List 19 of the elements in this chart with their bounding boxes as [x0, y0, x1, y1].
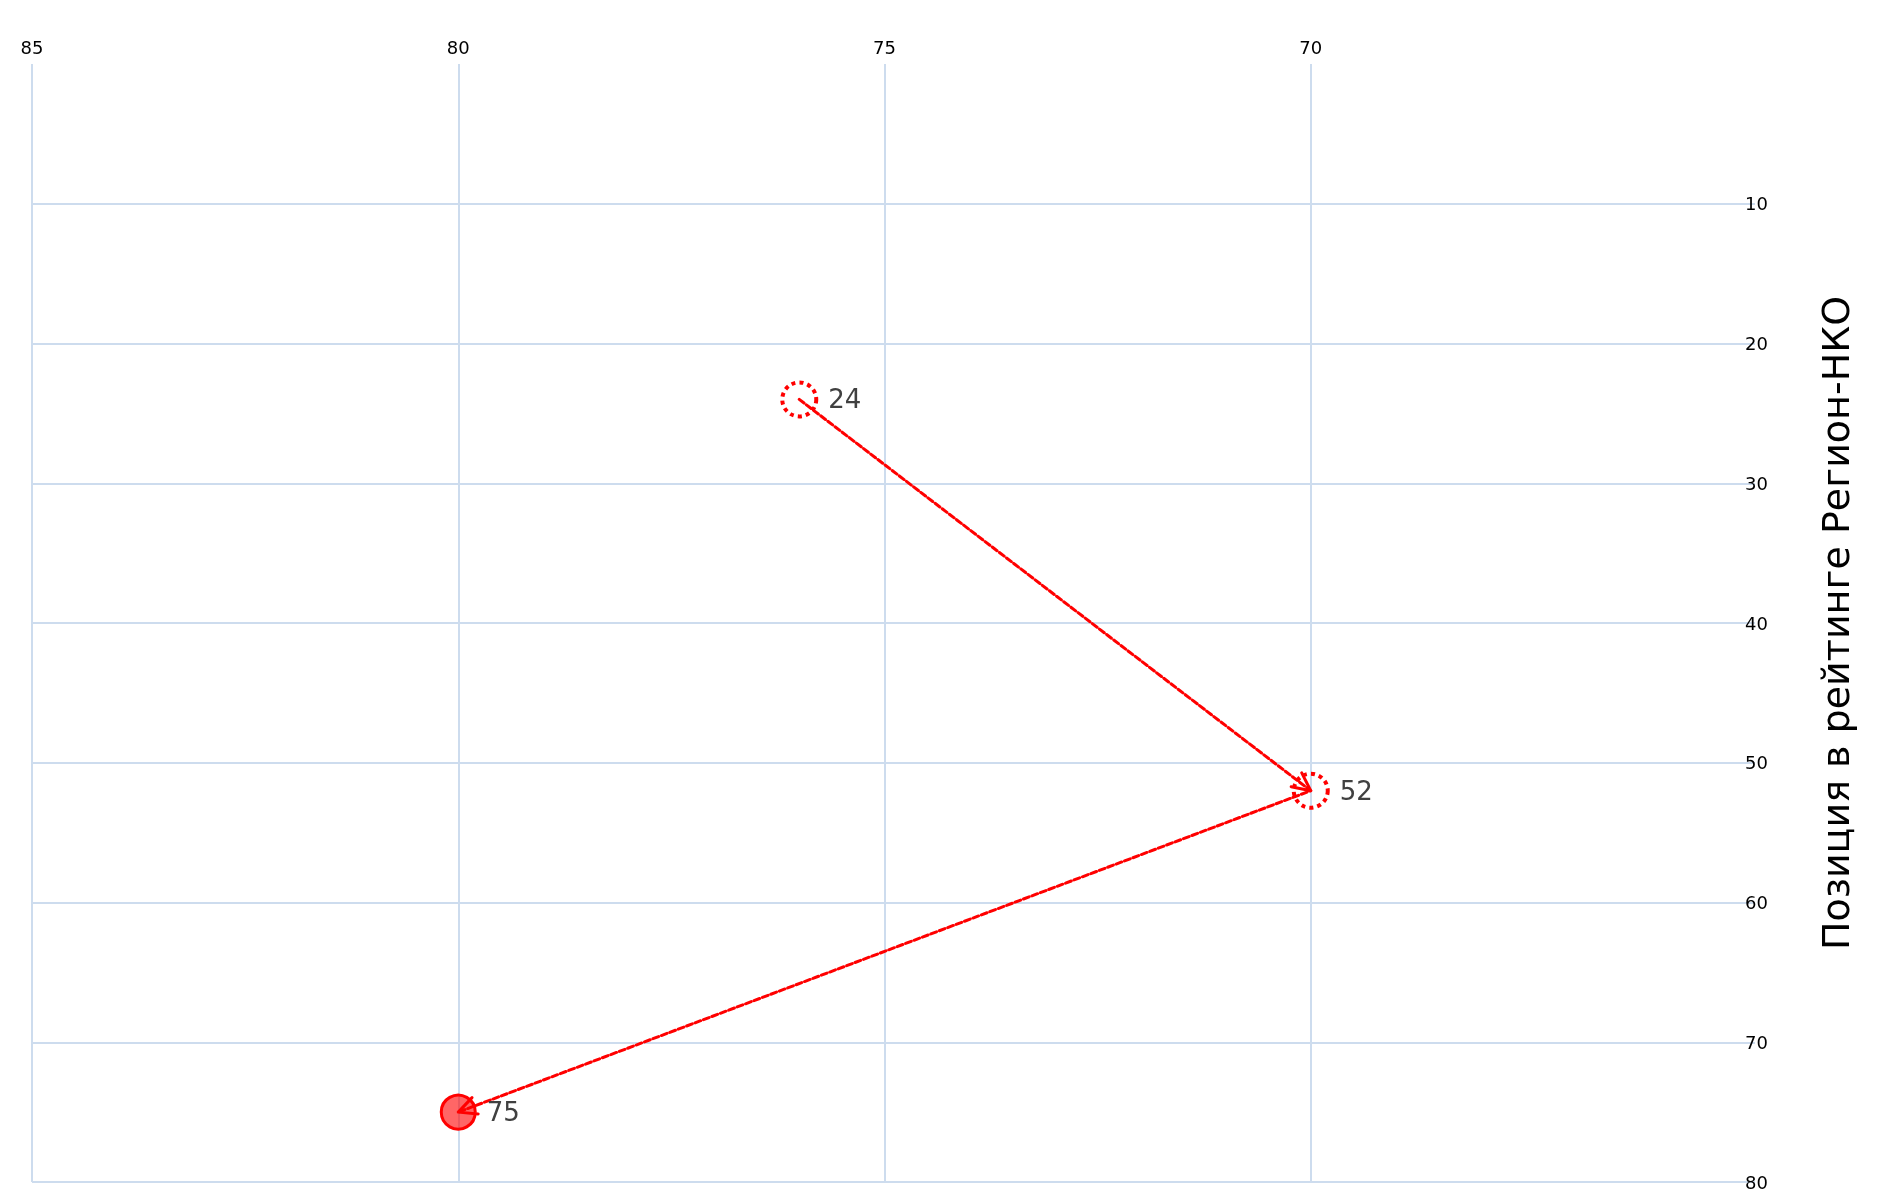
y-tick-label: 20 — [1745, 333, 1768, 354]
y-axis-title: Позиция в рейтинге Регион-НКО — [1814, 295, 1858, 951]
data-label: 24 — [828, 384, 862, 415]
point — [1291, 771, 1330, 810]
y-tick-label: 80 — [1745, 1171, 1768, 1193]
x-tick-label: 75 — [873, 36, 896, 58]
data-label: 52 — [1339, 775, 1373, 806]
y-tick-label: 60 — [1745, 892, 1768, 913]
y-tick-label: 50 — [1745, 752, 1768, 774]
point — [439, 1093, 477, 1131]
y-tick-label: 10 — [1745, 193, 1768, 215]
x-tick-label: 70 — [1299, 36, 1323, 58]
point — [780, 380, 819, 419]
y-tick-label: 30 — [1745, 472, 1768, 494]
y-tick-label: 70 — [1745, 1031, 1768, 1053]
y-tick-label: 40 — [1745, 612, 1768, 634]
x-tick-label: 80 — [446, 36, 470, 58]
x-tick-label: 85 — [20, 36, 44, 58]
data-label: 75 — [486, 1097, 520, 1128]
